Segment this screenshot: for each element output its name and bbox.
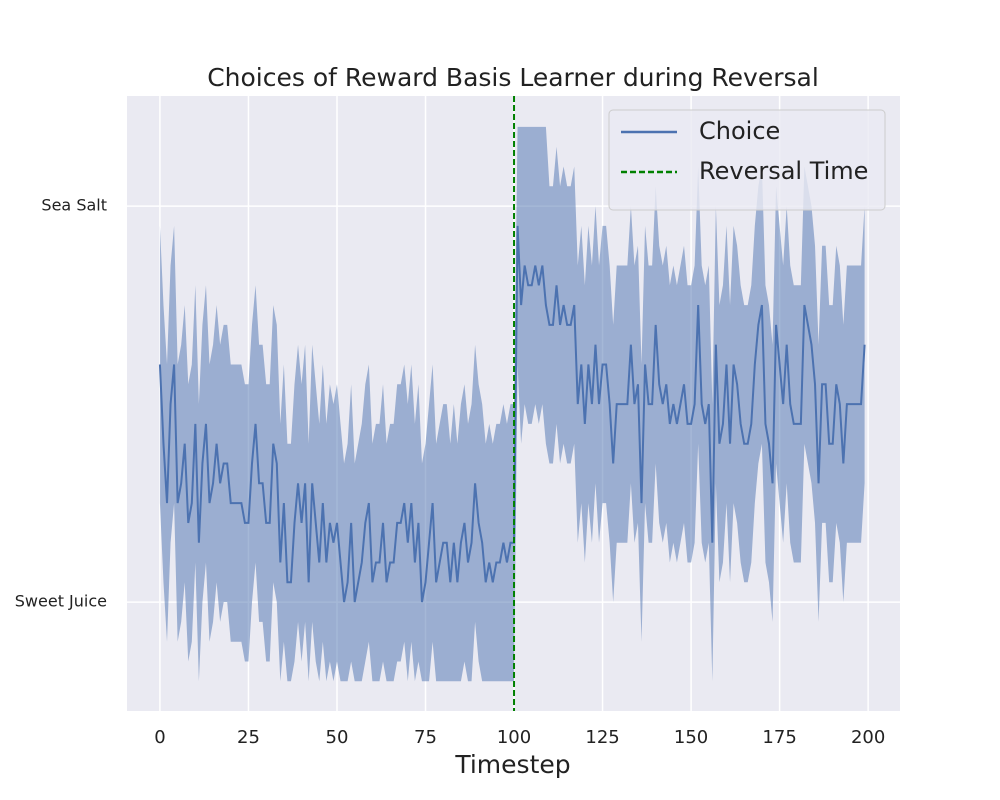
x-tick-label: 75 bbox=[414, 727, 437, 748]
x-tick-label: 200 bbox=[851, 727, 885, 748]
x-axis-label: Timestep bbox=[454, 750, 570, 779]
y-tick-label: Sea Salt bbox=[41, 196, 107, 215]
x-tick-label: 25 bbox=[237, 727, 260, 748]
x-tick-label: 150 bbox=[674, 727, 708, 748]
line bbox=[158, 225, 866, 603]
chart-title: Choices of Reward Basis Learner during R… bbox=[207, 63, 819, 92]
y-tick-label: Sweet Juice bbox=[15, 592, 107, 611]
legend-label: Reversal Time bbox=[699, 157, 868, 185]
x-tick-label: 0 bbox=[154, 727, 165, 748]
confidence-band bbox=[159, 126, 865, 682]
legend-box bbox=[608, 109, 886, 211]
x-tick-label: 50 bbox=[326, 727, 349, 748]
x-tick-label: 100 bbox=[497, 727, 531, 748]
legend-label: Choice bbox=[699, 117, 780, 145]
x-tick-label: 175 bbox=[762, 727, 796, 748]
x-tick-label: 125 bbox=[585, 727, 619, 748]
